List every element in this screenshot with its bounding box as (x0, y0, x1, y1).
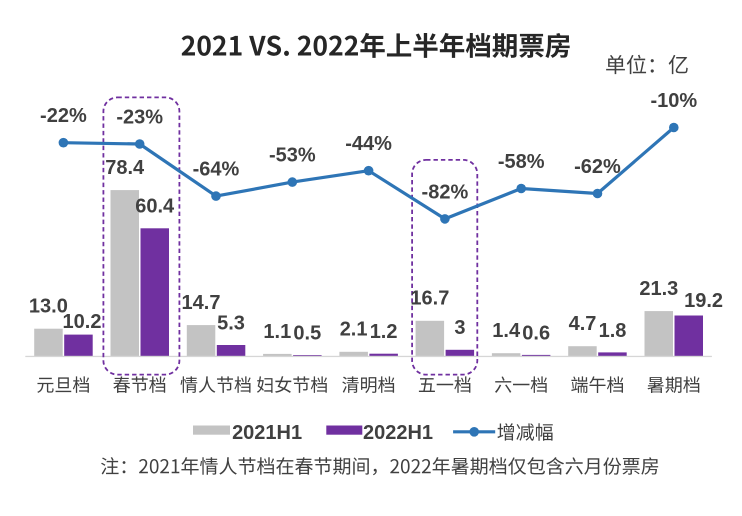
svg-text:10.2: 10.2 (63, 311, 102, 333)
svg-text:0.5: 0.5 (293, 323, 321, 345)
svg-text:3: 3 (454, 317, 465, 339)
svg-text:13.0: 13.0 (29, 296, 68, 318)
svg-text:78.4: 78.4 (105, 157, 145, 179)
svg-text:-82%: -82% (422, 181, 469, 203)
svg-text:1.8: 1.8 (599, 320, 627, 342)
svg-text:0.6: 0.6 (522, 322, 550, 344)
svg-text:2.1: 2.1 (340, 319, 368, 341)
svg-text:1.2: 1.2 (370, 321, 398, 343)
svg-text:-53%: -53% (269, 145, 316, 167)
svg-text:-22%: -22% (40, 105, 87, 127)
svg-text:21.3: 21.3 (639, 278, 678, 300)
svg-text:5.3: 5.3 (217, 312, 245, 334)
svg-text:2021H1: 2021H1 (232, 422, 302, 444)
svg-text:16.7: 16.7 (410, 288, 449, 310)
svg-text:-62%: -62% (574, 156, 621, 178)
svg-text:2022H1: 2022H1 (363, 422, 433, 444)
svg-text:-44%: -44% (345, 133, 392, 155)
svg-text:-10%: -10% (650, 90, 697, 112)
svg-text:14.7: 14.7 (182, 292, 221, 314)
svg-text:4.7: 4.7 (569, 313, 597, 335)
svg-text:-58%: -58% (498, 151, 545, 173)
svg-text:-64%: -64% (193, 159, 240, 181)
svg-text:60.4: 60.4 (135, 196, 175, 218)
svg-text:1.4: 1.4 (492, 320, 521, 342)
svg-text:1.1: 1.1 (263, 321, 291, 343)
svg-text:-23%: -23% (116, 106, 163, 128)
svg-text:19.2: 19.2 (684, 290, 723, 312)
